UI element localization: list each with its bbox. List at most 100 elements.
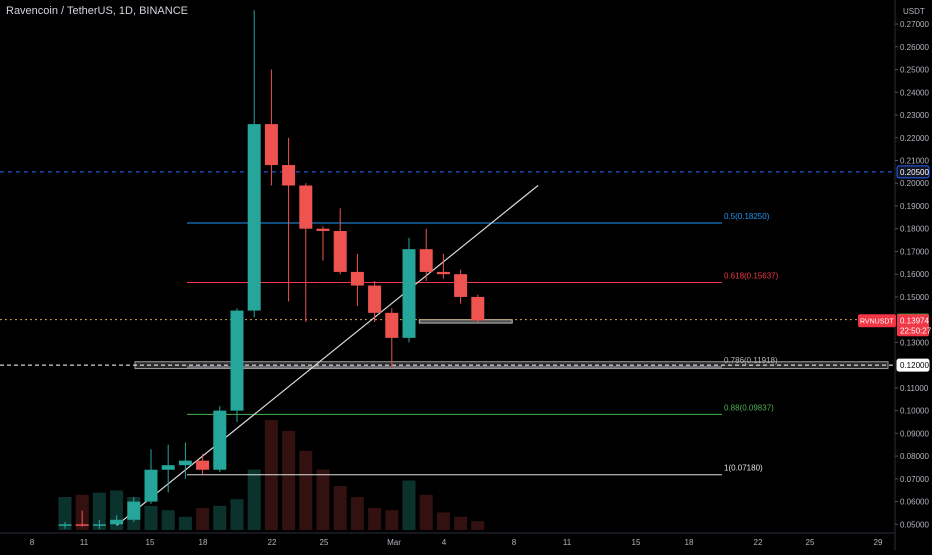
volume-bar [161, 510, 175, 530]
price-tick-label: 0.09000 [900, 429, 929, 438]
candle-body [350, 271, 364, 286]
fib-level-label: 0.5(0.18250) [724, 212, 770, 221]
volume-bar [144, 505, 158, 530]
candle-body [92, 524, 106, 526]
price-tick-label: 0.27000 [900, 20, 929, 29]
time-tick-label: 11 [563, 538, 572, 547]
time-tick-label: Mar [387, 538, 401, 547]
candle-body [402, 249, 416, 338]
time-tick-label: 18 [685, 538, 694, 547]
volume-bar [385, 510, 399, 530]
candle-body [333, 230, 347, 272]
horizontal-lines [0, 171, 895, 366]
price-tick-label: 0.26000 [900, 43, 929, 52]
time-tick-label: 8 [512, 538, 517, 547]
candle-body [471, 296, 485, 321]
time-tick-label: 18 [199, 538, 208, 547]
candle-body [110, 519, 124, 525]
time-tick-label: 25 [806, 538, 815, 547]
volume-bar [282, 431, 296, 530]
price-tick-label: 0.15000 [900, 293, 929, 302]
time-tick-label: 15 [146, 538, 155, 547]
time-tick-label: 22 [268, 538, 277, 547]
trendline-group[interactable] [116, 185, 539, 526]
candle-body [385, 312, 399, 338]
price-tick-label: 0.11000 [900, 384, 929, 393]
candle-body [436, 271, 450, 275]
candle-body [161, 465, 175, 470]
price-tick-label: 0.20000 [900, 179, 929, 188]
price-tick-label: 0.25000 [900, 66, 929, 75]
volume-bar [368, 508, 382, 530]
volume-bar [299, 450, 313, 530]
volume-bar [402, 480, 416, 530]
volume-bar [247, 469, 261, 530]
time-axis[interactable]: 8 11 15 18 22 25 Mar 4 8 11 15 18 22 25 29 [0, 532, 895, 547]
price-tick-label: 0.21000 [900, 156, 929, 165]
price-tick-label: 0.16000 [900, 270, 929, 279]
time-tick-label: 15 [632, 538, 641, 547]
price-axis[interactable]: USDT 0.27000 0.26000 0.25000 0.24000 0.23000 0… [858, 0, 932, 550]
time-tick-label: 29 [874, 538, 883, 547]
small-zone[interactable] [418, 319, 513, 324]
candle-body [419, 249, 433, 272]
symbol-badge-label: RVNUSDT [860, 318, 894, 325]
volume-bar [230, 499, 244, 530]
volume-bar [316, 469, 330, 530]
symbol-title: Ravencoin / TetherUS, 1D, BINANCE [6, 5, 188, 17]
last-price-label: 0.13974 [900, 316, 929, 325]
candle-body [316, 228, 330, 231]
price-tick-label: 0.13000 [900, 338, 929, 347]
volume-bar [333, 486, 347, 530]
trendline[interactable] [116, 185, 539, 526]
candle-body [247, 124, 261, 311]
candle-body [75, 524, 89, 526]
volume-bar [471, 521, 485, 530]
price-tick-label: 0.17000 [900, 247, 929, 256]
fib-level-label: 1(0.07180) [724, 464, 763, 473]
fib-level-label: 0.786(0.11918) [724, 356, 778, 365]
candlesticks [58, 10, 485, 529]
candle-body [58, 524, 72, 526]
volume-bar [92, 492, 106, 530]
price-tick-label: 0.19000 [900, 202, 929, 211]
volume-bars [58, 420, 485, 530]
fib-level-label: 0.618(0.15637) [724, 271, 779, 280]
countdown-label: 22:50:27 [900, 326, 932, 335]
price-tick-label: 0.06000 [900, 498, 929, 507]
volume-bar [419, 494, 433, 530]
candle-body [213, 410, 227, 470]
price-tick-label: 0.22000 [900, 134, 929, 143]
volume-bar [350, 497, 364, 530]
price-line-badge-label: 0.12000 [900, 361, 929, 370]
time-tick-label: 25 [320, 538, 329, 547]
candle-body [368, 285, 382, 313]
price-line-badge-label: 0.20500 [900, 168, 929, 177]
price-tick-label: 0.24000 [900, 88, 929, 97]
time-tick-label: 8 [30, 538, 35, 547]
volume-bar [454, 516, 468, 530]
price-line-badge[interactable] [896, 165, 930, 179]
candle-body [282, 165, 296, 186]
price-tick-label: 0.10000 [900, 407, 929, 416]
volume-bar [196, 508, 210, 530]
price-tick-label: 0.18000 [900, 225, 929, 234]
fib-level-label: 0.88(0.09837) [724, 403, 774, 412]
candle-body [299, 185, 313, 229]
symbol-badge[interactable] [858, 314, 896, 328]
last-price-badge[interactable] [897, 314, 929, 337]
candle-body [144, 469, 158, 502]
volume-bar [436, 512, 450, 530]
price-line-badge[interactable] [896, 358, 930, 372]
time-tick-label: 11 [80, 538, 89, 547]
candle-body [454, 274, 468, 297]
volume-bar [58, 497, 72, 530]
fibonacci-levels[interactable]: 0.5(0.18250) 0.618(0.15637) 0.786(0.11918)… [187, 212, 779, 476]
candle-body [127, 501, 141, 520]
candle-body [178, 460, 192, 466]
candle-body [264, 124, 278, 166]
price-tick-label: 0.07000 [900, 475, 929, 484]
volume-bar [178, 516, 192, 530]
